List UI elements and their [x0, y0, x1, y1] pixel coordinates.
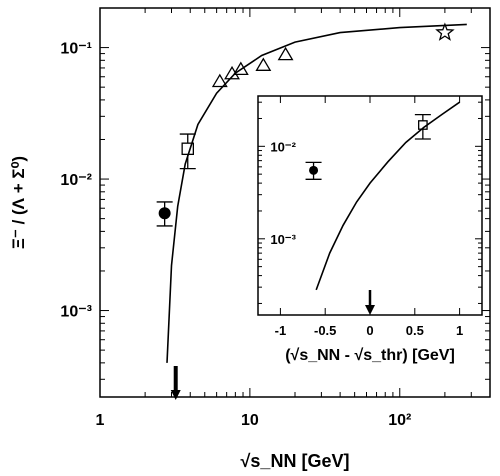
- inset-x-axis-label: (√s_NN - √s_thr) [GeV]: [285, 347, 455, 364]
- inset-x-tick-label: 0: [366, 323, 373, 338]
- data-point-triangle: [211, 73, 228, 88]
- x-axis-label: √s_NN [GeV]: [241, 451, 350, 471]
- threshold-arrow-head: [365, 305, 375, 315]
- data-point-circle: [309, 165, 319, 175]
- inset-x-tick-label: 0.5: [406, 323, 424, 338]
- data-point-triangle: [255, 57, 272, 71]
- x-tick-label: 10²: [388, 412, 411, 429]
- inset-x-tick-label: -1: [275, 323, 287, 338]
- inset-x-tick-label: -0.5: [314, 323, 336, 338]
- data-point-triangle: [277, 46, 294, 61]
- y-tick-label: 10⁻²: [60, 172, 92, 189]
- x-tick-label: 1: [96, 412, 105, 429]
- x-tick-label: 10: [241, 412, 259, 429]
- y-axis-label: Ξ⁻ / (Λ + Σ⁰): [9, 156, 28, 249]
- data-point-star: [435, 22, 455, 41]
- inset-y-tick-label: 10⁻³: [270, 232, 296, 247]
- curve-line: [315, 101, 461, 291]
- inset-frame: [257, 95, 483, 316]
- threshold-arrow-head: [170, 390, 181, 400]
- y-tick-label: 10⁻³: [60, 304, 92, 321]
- data-point-circle: [158, 207, 171, 220]
- inset-x-tick-label: 1: [456, 323, 463, 338]
- curve-line: [166, 23, 467, 363]
- inset-plot: -1 -0.5 0 0.5 1 10⁻³ 10⁻² (√s_NN - √s_thr) [GeV…: [257, 95, 483, 364]
- data-point-triangle: [232, 61, 249, 76]
- inset-y-tick-label: 10⁻²: [270, 139, 296, 154]
- y-tick-label: 10⁻¹: [60, 41, 92, 58]
